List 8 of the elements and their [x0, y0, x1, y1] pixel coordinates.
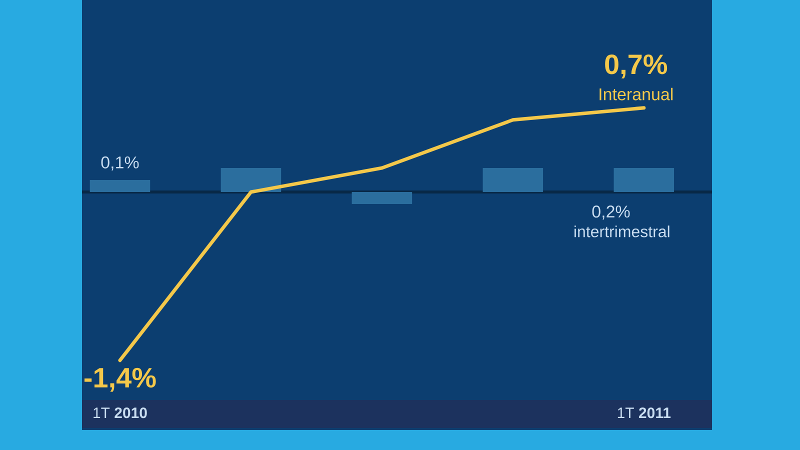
text: intertrimestral — [574, 226, 670, 238]
series-label: Interanual — [600, 88, 673, 100]
data-label: 0,2% — [592, 206, 630, 220]
data-label: 0,7% — [605, 54, 668, 78]
x-tick-label: 1T 2011 — [618, 408, 671, 418]
x-tick-label: 1T 2010 — [94, 408, 147, 418]
data-label: -1,4% — [84, 368, 156, 392]
data-label: 0,1% — [101, 156, 139, 170]
